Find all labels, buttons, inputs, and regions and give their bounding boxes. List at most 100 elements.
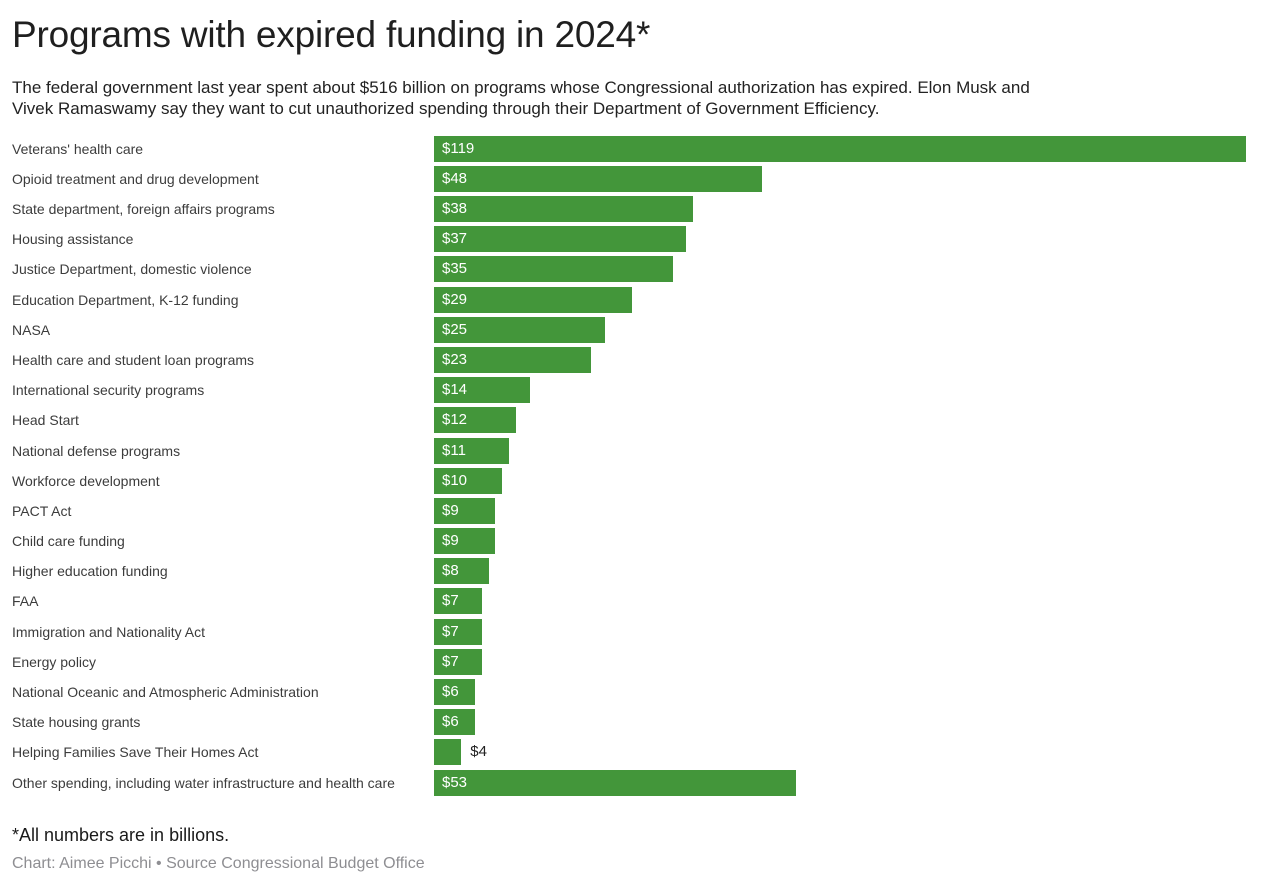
bar: $37: [434, 226, 687, 253]
value-label: $53: [442, 773, 468, 791]
chart-row: Workforce development $10: [12, 466, 1246, 496]
value-label: $9: [442, 532, 459, 550]
bar-track: $25: [434, 316, 1246, 343]
category-label: Higher education funding: [12, 563, 168, 580]
bar-track: $53: [434, 769, 1246, 796]
category-label: Veterans' health care: [12, 140, 144, 157]
chart-row: State housing grants $6: [12, 707, 1246, 737]
chart-row: Head Start $12: [12, 405, 1246, 435]
bar: $8: [434, 558, 489, 585]
value-label: $119: [442, 139, 475, 157]
bar: $7: [434, 648, 482, 675]
chart-row: International security programs $14: [12, 375, 1246, 405]
value-label: $14: [442, 381, 468, 399]
bar-track: $37: [434, 226, 1246, 253]
value-label: $4: [470, 743, 487, 761]
bar: $7: [434, 588, 482, 615]
bar-track: $38: [434, 196, 1246, 223]
bar-track: $9: [434, 528, 1246, 555]
chart-row: NASA $25: [12, 315, 1246, 345]
value-label: $29: [442, 290, 468, 308]
value-label: $7: [442, 592, 459, 610]
bar-track: $23: [434, 346, 1246, 373]
value-label: $6: [442, 713, 459, 731]
chart-row: Helping Families Save Their Homes Act $4: [12, 737, 1246, 767]
category-label: Justice Department, domestic violence: [12, 261, 252, 278]
value-label: $37: [442, 230, 468, 248]
bar: $11: [434, 437, 510, 464]
bar-track: $48: [434, 165, 1246, 192]
bar-track: $4: [434, 739, 1246, 766]
bar-track: $8: [434, 558, 1246, 585]
value-label: $35: [442, 260, 468, 278]
bar-track: $7: [434, 588, 1246, 615]
value-label: $23: [442, 350, 468, 368]
category-label: National Oceanic and Atmospheric Adminis…: [12, 684, 319, 701]
bar-track: $7: [434, 648, 1246, 675]
bar: $9: [434, 528, 496, 555]
value-label: $6: [442, 683, 459, 701]
category-label: Helping Families Save Their Homes Act: [12, 744, 259, 761]
bar: $35: [434, 256, 673, 283]
value-label: $7: [442, 652, 459, 670]
value-label: $11: [442, 441, 466, 459]
value-label: $10: [442, 471, 468, 489]
category-label: Education Department, K-12 funding: [12, 291, 239, 308]
value-label: $48: [442, 169, 468, 187]
bar-track: $14: [434, 377, 1246, 404]
category-label: Head Start: [12, 412, 79, 429]
value-label: $9: [442, 501, 459, 519]
category-label: Opioid treatment and drug development: [12, 170, 259, 187]
category-label: Workforce development: [12, 472, 160, 489]
bar-track: $10: [434, 467, 1246, 494]
category-label: Energy policy: [12, 653, 97, 670]
category-label: Immigration and Nationality Act: [12, 623, 205, 640]
bar: $38: [434, 196, 694, 223]
chart-row: Housing assistance $37: [12, 224, 1246, 254]
category-label: Health care and student loan programs: [12, 351, 255, 368]
chart-row: Energy policy $7: [12, 647, 1246, 677]
bar-track: $119: [434, 135, 1246, 162]
bar: $12: [434, 407, 516, 434]
category-label: State department, foreign affairs progra…: [12, 201, 275, 218]
bar: $53: [434, 769, 796, 796]
chart-row: Immigration and Nationality Act $7: [12, 617, 1246, 647]
bar: $14: [434, 377, 530, 404]
chart-row: Justice Department, domestic violence $35: [12, 254, 1246, 284]
chart-row: State department, foreign affairs progra…: [12, 194, 1246, 224]
chart-subtitle-line-1: The federal government last year spent a…: [12, 77, 1030, 97]
bar: $29: [434, 286, 632, 313]
chart-row: Higher education funding $8: [12, 556, 1246, 586]
value-label: $12: [442, 411, 468, 429]
category-label: Housing assistance: [12, 231, 134, 248]
bar-track: $35: [434, 256, 1246, 283]
bar-track: $12: [434, 407, 1246, 434]
chart-row: Education Department, K-12 funding $29: [12, 284, 1246, 314]
value-label: $7: [442, 622, 459, 640]
chart-row: Other spending, including water infrastr…: [12, 767, 1246, 797]
category-label: National defense programs: [12, 442, 181, 459]
bar: $6: [434, 709, 475, 736]
value-label: $38: [442, 200, 468, 218]
bar-track: $9: [434, 497, 1246, 524]
bar: $10: [434, 467, 503, 494]
bar-track: $29: [434, 286, 1246, 313]
chart-row: National defense programs $11: [12, 435, 1246, 465]
bar-track: $11: [434, 437, 1246, 464]
chart-title: Programs with expired funding in 2024*: [12, 14, 651, 55]
chart-row: National Oceanic and Atmospheric Adminis…: [12, 677, 1246, 707]
category-label: State housing grants: [12, 714, 141, 731]
category-label: Other spending, including water infrastr…: [12, 774, 395, 791]
value-label: $25: [442, 320, 468, 338]
bar: $119: [434, 135, 1246, 162]
credit-line: Chart: Aimee Picchi • Source Congression…: [12, 854, 425, 872]
bar: $23: [434, 346, 591, 373]
bar: $25: [434, 316, 605, 343]
chart-row: Opioid treatment and drug development $48: [12, 164, 1246, 194]
value-label: $8: [442, 562, 459, 580]
footnote: *All numbers are in billions.: [12, 824, 230, 845]
chart-row: Health care and student loan programs $23: [12, 345, 1246, 375]
bar: $9: [434, 497, 496, 524]
category-label: International security programs: [12, 382, 205, 399]
